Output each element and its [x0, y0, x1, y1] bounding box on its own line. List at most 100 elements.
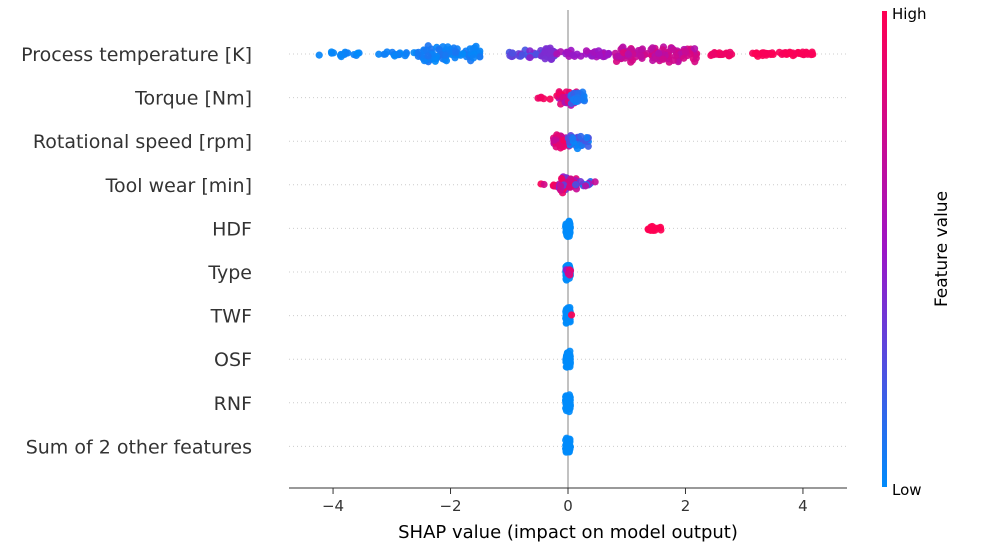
shap-point [569, 51, 577, 59]
shap-point [797, 50, 805, 58]
shap-point [584, 142, 592, 150]
shap-point [422, 46, 431, 54]
shap-point [669, 56, 677, 64]
feature-label: Torque [Nm] [134, 88, 252, 110]
shap-point [550, 136, 558, 144]
shap-point [424, 52, 432, 60]
shap-point [401, 52, 409, 60]
shap-point [567, 311, 576, 319]
feature-grid-lines [289, 53, 847, 447]
shap-point [624, 50, 632, 58]
shap-point [564, 270, 572, 278]
x-tick-label: 2 [681, 497, 691, 515]
shap-point [647, 45, 655, 54]
shap-point [526, 53, 534, 62]
shap-point [540, 95, 548, 103]
shap-point [476, 47, 484, 55]
shap-point [726, 48, 734, 56]
shap-point [803, 49, 811, 57]
shap-point [555, 141, 564, 149]
shap-point [761, 50, 769, 58]
shap-point [604, 51, 612, 59]
feature-label: OSF [214, 349, 252, 371]
shap-point [541, 55, 549, 63]
shap-point [582, 47, 591, 55]
shap-point [680, 54, 688, 62]
shap-point [637, 52, 645, 60]
shap-point [441, 51, 449, 59]
shap-point [532, 50, 540, 58]
shap-point [452, 48, 460, 56]
shap-point [315, 51, 323, 59]
shap-point [391, 52, 399, 60]
shap-point [619, 43, 627, 51]
shap-point [581, 182, 590, 190]
feature-label: Tool wear [min] [105, 175, 252, 197]
colorbar-high-label: High [892, 5, 926, 23]
colorbar-title: Feature value [932, 191, 952, 307]
shap-point [337, 53, 345, 61]
feature-label: TWF [210, 306, 252, 328]
shap-point [442, 57, 451, 65]
shap-point [508, 49, 517, 57]
shap-point [476, 53, 484, 61]
shap-point [518, 51, 526, 59]
feature-label: Type [207, 262, 252, 284]
shap-point [583, 133, 591, 142]
shap-point [655, 49, 663, 57]
shap-point [572, 181, 580, 189]
shap-point [596, 51, 604, 60]
feature-label: Sum of 2 other features [26, 436, 252, 458]
shap-point [553, 50, 561, 58]
shap-point [775, 48, 784, 56]
shap-point [563, 48, 571, 56]
feature-labels: Process temperature [K] Torque [Nm] Rotati… [21, 44, 252, 458]
shap-point [353, 49, 362, 57]
beeswarm-points [315, 42, 817, 456]
shap-point [557, 175, 566, 183]
shap-point [444, 43, 452, 51]
shap-point [577, 132, 585, 141]
x-tick-label: 0 [563, 497, 573, 515]
shap-point [383, 48, 391, 56]
shap-point [692, 54, 700, 62]
colorbar [882, 11, 887, 487]
shap-point [562, 363, 570, 371]
shap-point [563, 404, 571, 412]
shap-point [565, 183, 574, 191]
shap-point [659, 55, 667, 63]
colorbar-low-label: Low [892, 481, 922, 499]
feature-label: Process temperature [K] [21, 44, 252, 66]
shap-point [546, 95, 554, 103]
shap-point [651, 224, 659, 232]
shap-point [469, 54, 478, 62]
shap-point [591, 178, 599, 186]
x-tick-label: 4 [798, 497, 808, 515]
shap-point [375, 50, 383, 58]
shap-point [567, 175, 575, 183]
shap-point [564, 219, 572, 227]
shap-point [557, 182, 565, 190]
shap-point [564, 443, 572, 452]
feature-label: Rotational speed [rpm] [33, 131, 252, 153]
shap-point [690, 45, 699, 53]
shap-point [719, 50, 727, 58]
feature-label: RNF [214, 393, 252, 415]
shap-point [573, 144, 582, 153]
x-tick-label: −4 [322, 497, 344, 515]
x-axis-title: SHAP value (impact on model output) [398, 522, 738, 543]
shap-point [786, 49, 794, 57]
x-axis-ticks: −4 −2 0 2 4 [322, 488, 808, 515]
shap-point [564, 225, 572, 233]
feature-label: HDF [212, 218, 252, 240]
shap-point [569, 135, 577, 143]
shap-point [681, 48, 690, 56]
shap-point [573, 96, 581, 104]
shap-point [565, 351, 573, 359]
x-tick-label: −2 [439, 497, 461, 515]
shap-point [769, 50, 777, 59]
shap-point [564, 396, 572, 404]
shap-point [540, 180, 548, 189]
shap-point [709, 51, 718, 59]
